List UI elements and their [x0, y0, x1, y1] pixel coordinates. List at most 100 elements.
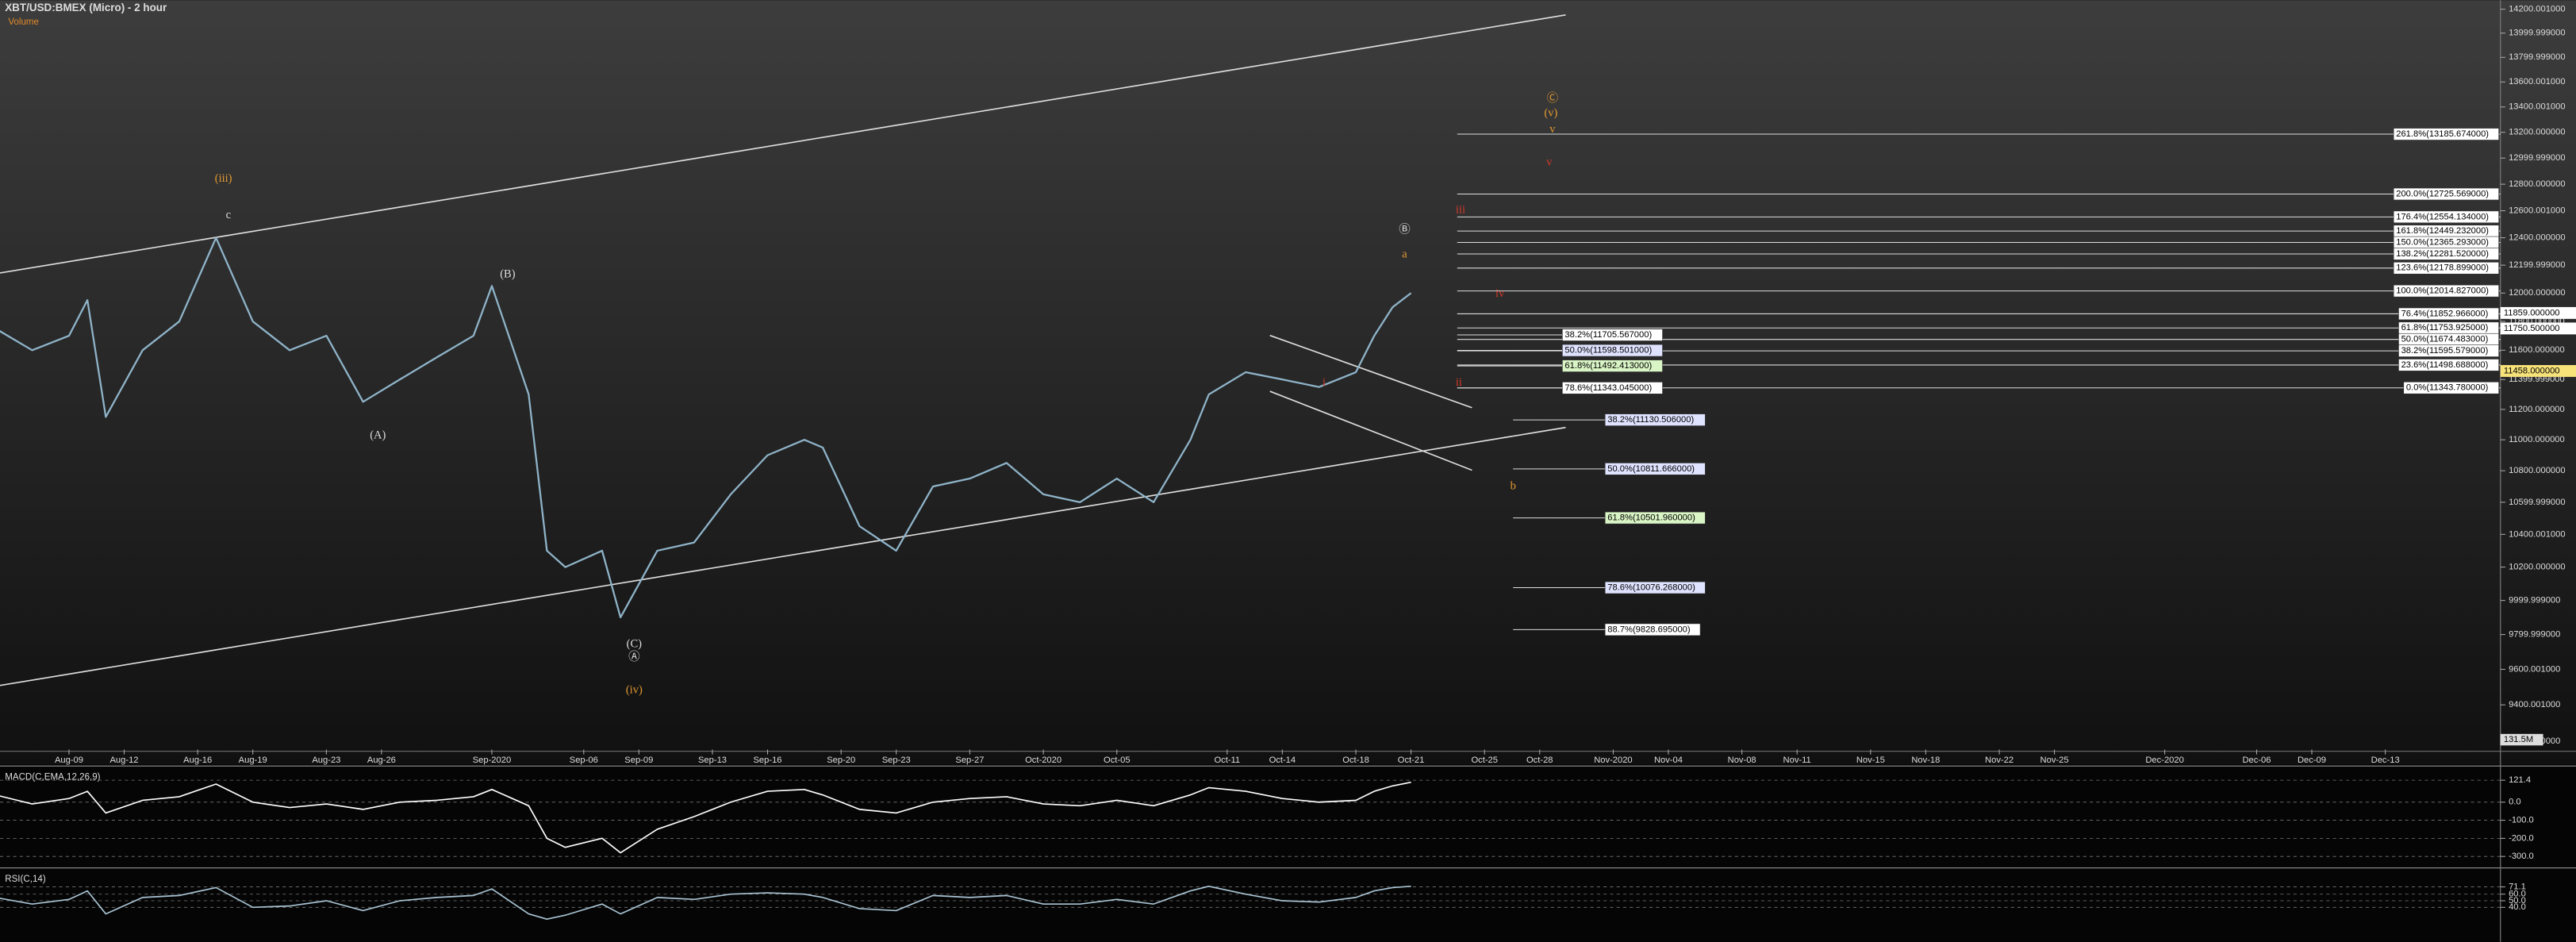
fib-label: 38.2%(11705.567000) — [1564, 330, 1652, 340]
fib-label-box — [2393, 262, 2499, 275]
x-tick-label: Dec-13 — [2371, 756, 2400, 765]
x-tick-label: Sep-09 — [624, 756, 653, 765]
price-marker — [2500, 322, 2576, 335]
fib-label: 161.8%(12449.232000) — [2396, 226, 2489, 236]
y-tick-label: -200.0 — [2509, 833, 2534, 843]
fib-label-box — [2398, 344, 2499, 357]
wave-label: ii — [1456, 376, 1462, 389]
wave-label: v — [1549, 123, 1556, 136]
macd-title: MACD(C,EMA,12,26,9) — [5, 773, 100, 782]
y-tick-label: 9799.999000 — [2509, 630, 2560, 640]
fib-label: 50.0%(11674.483000) — [2401, 335, 2489, 344]
y-tick-label: -100.0 — [2509, 816, 2534, 825]
fib-label: 138.2%(12281.520000) — [2396, 249, 2489, 259]
fib-label: 123.6%(12178.899000) — [2396, 263, 2489, 273]
wave-label: (iii) — [215, 172, 232, 185]
x-tick-label: Sep-23 — [882, 756, 911, 765]
fib-label: 78.6%(10076.268000) — [1607, 583, 1695, 592]
x-tick-label: Oct-11 — [1214, 756, 1240, 765]
x-tick-label: Sep-06 — [570, 756, 598, 765]
y-tick-label: 9600.001000 — [2509, 664, 2560, 674]
fib-label-box — [2403, 381, 2499, 394]
x-tick-label: Oct-14 — [1269, 756, 1296, 765]
wave-label: (A) — [370, 429, 386, 441]
price-marker-label: 11458.000000 — [2504, 366, 2560, 375]
y-tick-label: 14200.001000 — [2509, 5, 2565, 14]
price-line — [0, 885, 1411, 921]
wave-label: Ⓐ — [628, 650, 640, 663]
x-tick-label: Dec-09 — [2298, 756, 2326, 765]
y-tick-label: 10800.000000 — [2509, 466, 2565, 475]
y-tick-label: 12000.000000 — [2509, 288, 2565, 298]
price-marker — [2500, 306, 2576, 319]
y-tick-label: 12999.999000 — [2509, 153, 2565, 163]
volume-marker — [2500, 733, 2543, 746]
x-tick-label: Sep-13 — [698, 756, 727, 765]
fib-label: 23.6%(11498.688000) — [2401, 360, 2489, 370]
fib-label: 61.8%(11492.413000) — [1564, 361, 1652, 371]
y-tick-label: 11399.999000 — [2509, 375, 2565, 384]
fib-label-box — [2398, 359, 2499, 371]
y-tick-label: 12600.001000 — [2509, 206, 2565, 216]
fib-label: 150.0%(12365.293000) — [2396, 237, 2489, 247]
x-tick-label: Nov-25 — [2040, 756, 2069, 765]
y-tick-label: 13400.001000 — [2509, 102, 2565, 112]
x-tick-label: Oct-21 — [1398, 756, 1425, 765]
chart-title: XBT/USD:BMEX (Micro) - 2 hour — [5, 2, 167, 13]
wave-label: Ⓒ — [1547, 91, 1558, 105]
channel-line — [1269, 390, 1472, 471]
fib-label-box — [2393, 210, 2499, 224]
x-tick-label: Aug-09 — [55, 756, 83, 765]
y-tick-label: 10599.999000 — [2509, 498, 2565, 507]
wave-label: v — [1546, 156, 1553, 169]
x-tick-label: Oct-18 — [1342, 756, 1369, 765]
fib-label-box — [1562, 329, 1663, 341]
x-tick-label: Aug-16 — [183, 756, 212, 765]
y-tick-label: 50.0 — [2509, 896, 2526, 905]
y-tick-label: 40.0 — [2509, 902, 2526, 912]
fib-label: 100.0%(12014.827000) — [2396, 286, 2489, 296]
price-line — [0, 236, 1412, 619]
wave-label: (v) — [1544, 106, 1557, 119]
fib-label: 38.2%(11130.506000) — [1607, 415, 1694, 425]
fib-label: 38.2%(11595.579000) — [2401, 346, 2489, 356]
x-tick-label: Oct-25 — [1471, 756, 1498, 765]
indicator-background — [0, 764, 2576, 942]
fib-label: 61.8%(11753.925000) — [2401, 323, 2489, 333]
fib-label-box — [1604, 511, 1706, 525]
x-tick-label: Aug-19 — [239, 756, 267, 765]
y-tick-label: 11000.000000 — [2509, 435, 2565, 444]
wave-label: (B) — [500, 267, 515, 280]
price-marker — [2500, 365, 2576, 377]
fib-label-box — [1604, 413, 1706, 426]
y-tick-label: 13799.999000 — [2509, 52, 2565, 62]
volume-marker-label: 131.5M — [2504, 735, 2533, 744]
y-tick-label: 11200.000000 — [2509, 405, 2565, 414]
fib-label: 76.4%(11852.966000) — [2401, 309, 2489, 318]
x-tick-label: Oct-05 — [1104, 756, 1131, 765]
x-tick-label: Nov-08 — [1728, 756, 1756, 765]
price-marker-label: 11750.500000 — [2504, 324, 2560, 333]
wave-label: b — [1511, 480, 1516, 493]
fib-label: 61.8%(10501.960000) — [1607, 513, 1695, 523]
trend-line — [0, 14, 1566, 274]
fib-label: 200.0%(12725.569000) — [2396, 189, 2489, 198]
x-tick-label: Sep-16 — [753, 756, 781, 765]
fib-label-box — [2393, 187, 2499, 201]
x-tick-label: Nov-2020 — [1594, 756, 1632, 765]
y-tick-label: 12800.000000 — [2509, 179, 2565, 189]
x-tick-label: Dec-2020 — [2145, 756, 2183, 765]
fib-label-box — [1562, 382, 1663, 394]
wave-label: iv — [1495, 287, 1505, 300]
x-tick-label: Oct-28 — [1526, 756, 1553, 765]
x-tick-label: Dec-06 — [2242, 756, 2271, 765]
wave-label: (C) — [627, 637, 642, 650]
y-tick-label: -300.0 — [2509, 852, 2534, 861]
y-tick-label: 9999.999000 — [2509, 596, 2560, 606]
fib-label-box — [1604, 623, 1701, 636]
fib-label-box — [2393, 128, 2499, 140]
y-tick-label: 11600.000000 — [2509, 345, 2565, 355]
x-tick-label: Sep-27 — [955, 756, 984, 765]
